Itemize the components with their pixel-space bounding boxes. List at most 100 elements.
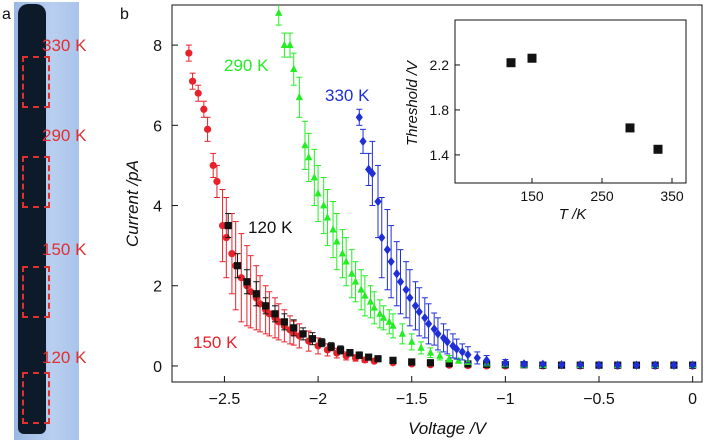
data-point bbox=[393, 269, 401, 279]
data-point bbox=[357, 285, 365, 293]
inset-x-tick-label: 250 bbox=[590, 188, 614, 204]
data-point bbox=[411, 301, 420, 311]
data-point bbox=[359, 136, 367, 147]
data-point bbox=[275, 8, 283, 16]
data-point bbox=[320, 201, 328, 209]
x-tick-label: −2 bbox=[309, 391, 327, 408]
data-point bbox=[333, 237, 341, 245]
data-point bbox=[632, 360, 641, 370]
data-point bbox=[396, 277, 405, 287]
data-point bbox=[417, 343, 425, 351]
y-tick-label: 0 bbox=[153, 359, 162, 376]
data-point bbox=[439, 333, 448, 343]
panel-a-letter: a bbox=[2, 6, 11, 23]
data-point bbox=[426, 348, 435, 356]
data-point bbox=[361, 291, 369, 299]
x-axis-title: Voltage /V bbox=[408, 419, 487, 438]
data-point bbox=[271, 310, 279, 318]
data-point bbox=[406, 293, 414, 303]
data-point bbox=[368, 168, 376, 179]
inset-x-tick-label: 150 bbox=[520, 188, 544, 204]
data-point bbox=[443, 337, 451, 347]
inset-x-axis-title: T /K bbox=[559, 206, 587, 223]
data-point bbox=[228, 250, 236, 258]
temp-label-120k: 120 K bbox=[42, 348, 87, 367]
data-point bbox=[389, 321, 397, 329]
data-point bbox=[275, 318, 283, 326]
temp-label-290k: 290 K bbox=[42, 126, 87, 145]
x-tick-label: 0 bbox=[688, 391, 697, 408]
series-label: 150 K bbox=[193, 333, 238, 352]
data-point bbox=[374, 355, 382, 363]
x-tick-label: −0.5 bbox=[583, 391, 615, 408]
plot-frame bbox=[171, 4, 703, 383]
data-point bbox=[295, 92, 303, 101]
temp-label-330k: 330 K bbox=[42, 36, 87, 55]
data-point bbox=[595, 360, 603, 370]
data-point bbox=[539, 359, 547, 370]
x-tick-label: −1 bbox=[496, 391, 514, 408]
inset-plot: 150 250 350 1.4 1.8 2.2 T /K Threshold /V bbox=[404, 19, 687, 223]
data-point bbox=[327, 343, 335, 351]
data-point bbox=[185, 49, 193, 57]
inset-data-point bbox=[625, 123, 635, 133]
series-label: 290 K bbox=[224, 56, 269, 75]
data-point bbox=[445, 354, 453, 362]
data-point bbox=[209, 161, 217, 170]
data-point bbox=[346, 349, 354, 357]
data-point bbox=[370, 303, 378, 311]
data-point bbox=[336, 346, 345, 354]
temp-label-150k: 150 K bbox=[42, 240, 87, 259]
data-point bbox=[408, 358, 416, 366]
data-point bbox=[265, 310, 273, 318]
data-point bbox=[430, 324, 438, 334]
series-label: 120 K bbox=[248, 218, 293, 237]
inset-x-tick-label: 350 bbox=[660, 188, 684, 204]
data-point bbox=[473, 353, 481, 363]
data-point bbox=[408, 337, 416, 345]
data-point bbox=[280, 318, 288, 326]
data-point bbox=[194, 89, 202, 97]
series-label: 330 K bbox=[325, 86, 370, 105]
inset-y-tick-label: 1.4 bbox=[430, 147, 450, 163]
inset-data-point bbox=[506, 58, 516, 68]
dashed-region-290k bbox=[22, 156, 50, 208]
data-point bbox=[464, 350, 472, 360]
data-point bbox=[434, 329, 442, 339]
data-point bbox=[365, 353, 373, 361]
data-point bbox=[458, 347, 466, 357]
data-point bbox=[348, 269, 356, 277]
data-point bbox=[670, 360, 678, 370]
data-point bbox=[338, 249, 347, 257]
inset-y-tick-label: 2.2 bbox=[430, 57, 450, 73]
data-point bbox=[366, 297, 375, 305]
data-point bbox=[426, 359, 435, 367]
dashed-region-150k bbox=[22, 266, 50, 318]
data-point bbox=[445, 359, 453, 368]
x-tick-label: −2.5 bbox=[209, 391, 241, 408]
data-point bbox=[200, 105, 208, 113]
data-point bbox=[436, 351, 444, 359]
data-point bbox=[614, 360, 622, 370]
data-point bbox=[286, 40, 294, 48]
data-point bbox=[385, 317, 393, 325]
series-330k bbox=[355, 108, 697, 370]
data-point bbox=[301, 141, 309, 149]
data-point bbox=[387, 257, 395, 267]
data-point bbox=[380, 313, 388, 321]
inset-data-point bbox=[653, 144, 663, 154]
y-tick-label: 4 bbox=[153, 199, 162, 216]
data-point bbox=[501, 358, 509, 368]
data-point bbox=[323, 213, 332, 221]
panel-b-letter: b bbox=[120, 6, 129, 23]
data-point bbox=[453, 344, 461, 354]
y-tick-label: 2 bbox=[153, 279, 162, 296]
data-point bbox=[376, 309, 384, 317]
y-tick-label: 8 bbox=[153, 38, 162, 55]
inset-frame bbox=[454, 19, 687, 184]
data-point bbox=[557, 360, 566, 370]
data-point bbox=[305, 153, 313, 161]
data-point bbox=[389, 356, 397, 364]
data-point bbox=[280, 40, 288, 48]
